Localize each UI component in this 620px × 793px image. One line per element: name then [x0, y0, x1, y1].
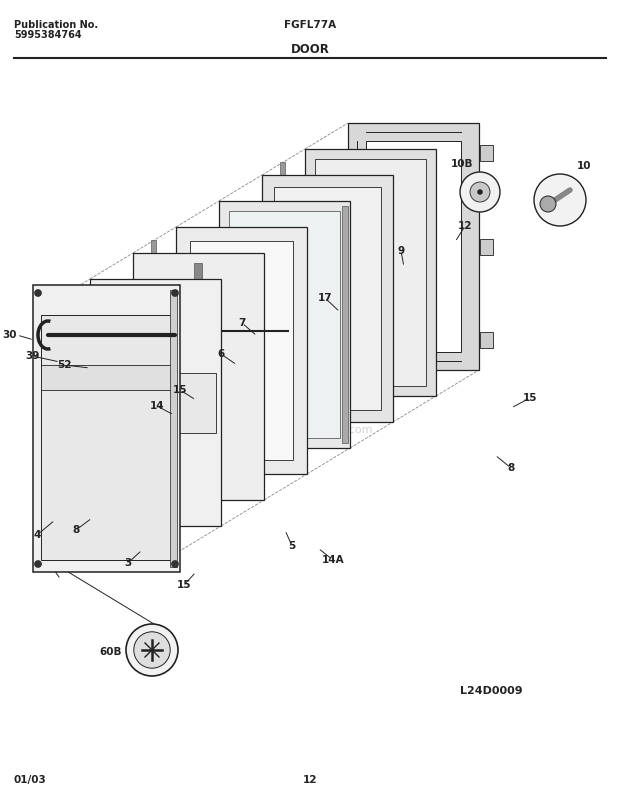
Polygon shape — [262, 175, 393, 422]
Polygon shape — [151, 240, 156, 487]
Text: 39: 39 — [25, 351, 39, 361]
Text: 14A: 14A — [322, 555, 344, 565]
Polygon shape — [280, 162, 285, 409]
Circle shape — [540, 196, 556, 212]
Polygon shape — [195, 335, 235, 366]
Circle shape — [460, 172, 500, 212]
Polygon shape — [348, 123, 479, 370]
Polygon shape — [176, 227, 307, 474]
Text: 15: 15 — [523, 393, 538, 403]
Text: 12: 12 — [458, 221, 472, 231]
Polygon shape — [194, 263, 202, 490]
Text: 8: 8 — [73, 525, 79, 535]
Polygon shape — [90, 279, 221, 526]
Text: 7: 7 — [238, 318, 246, 328]
Text: L24D0009: L24D0009 — [460, 686, 523, 696]
Polygon shape — [480, 332, 493, 348]
Text: FGFL77A: FGFL77A — [284, 20, 336, 30]
Polygon shape — [480, 145, 493, 161]
Text: 5995384764: 5995384764 — [14, 30, 82, 40]
Polygon shape — [315, 159, 426, 386]
Circle shape — [534, 174, 586, 226]
Text: 3: 3 — [125, 558, 131, 568]
Text: 8: 8 — [507, 463, 515, 473]
Polygon shape — [342, 206, 348, 443]
Polygon shape — [229, 211, 340, 438]
Polygon shape — [41, 315, 172, 560]
Text: 15: 15 — [177, 580, 191, 590]
Text: 01/03: 01/03 — [14, 775, 46, 785]
Text: 52: 52 — [57, 360, 71, 370]
Text: 10: 10 — [577, 161, 591, 171]
Polygon shape — [33, 285, 180, 572]
Polygon shape — [133, 253, 264, 500]
Polygon shape — [480, 239, 493, 255]
Polygon shape — [41, 365, 172, 390]
Text: Publication No.: Publication No. — [14, 20, 98, 30]
Polygon shape — [274, 187, 381, 410]
Text: eReplacementParts.com: eReplacementParts.com — [237, 425, 373, 435]
Text: 5: 5 — [288, 541, 296, 551]
Polygon shape — [305, 149, 436, 396]
Text: 60B: 60B — [99, 647, 122, 657]
Polygon shape — [170, 290, 177, 567]
Polygon shape — [95, 373, 216, 432]
Text: 10B: 10B — [451, 159, 473, 169]
Polygon shape — [366, 141, 461, 352]
Circle shape — [126, 624, 178, 676]
Circle shape — [134, 632, 170, 668]
Text: 12: 12 — [303, 775, 317, 785]
Text: 4: 4 — [33, 530, 41, 540]
Circle shape — [477, 190, 482, 194]
Circle shape — [35, 561, 42, 568]
Text: 30: 30 — [2, 330, 17, 340]
Text: 17: 17 — [317, 293, 332, 303]
Circle shape — [172, 289, 179, 297]
Text: 9: 9 — [397, 246, 405, 256]
Circle shape — [35, 289, 42, 297]
Polygon shape — [308, 284, 347, 324]
Text: DOOR: DOOR — [291, 43, 329, 56]
Text: 15: 15 — [173, 385, 187, 395]
Circle shape — [172, 561, 179, 568]
Text: 14: 14 — [149, 401, 164, 411]
Circle shape — [470, 182, 490, 202]
Polygon shape — [190, 241, 293, 460]
Polygon shape — [219, 201, 350, 448]
Text: 6: 6 — [218, 349, 224, 359]
